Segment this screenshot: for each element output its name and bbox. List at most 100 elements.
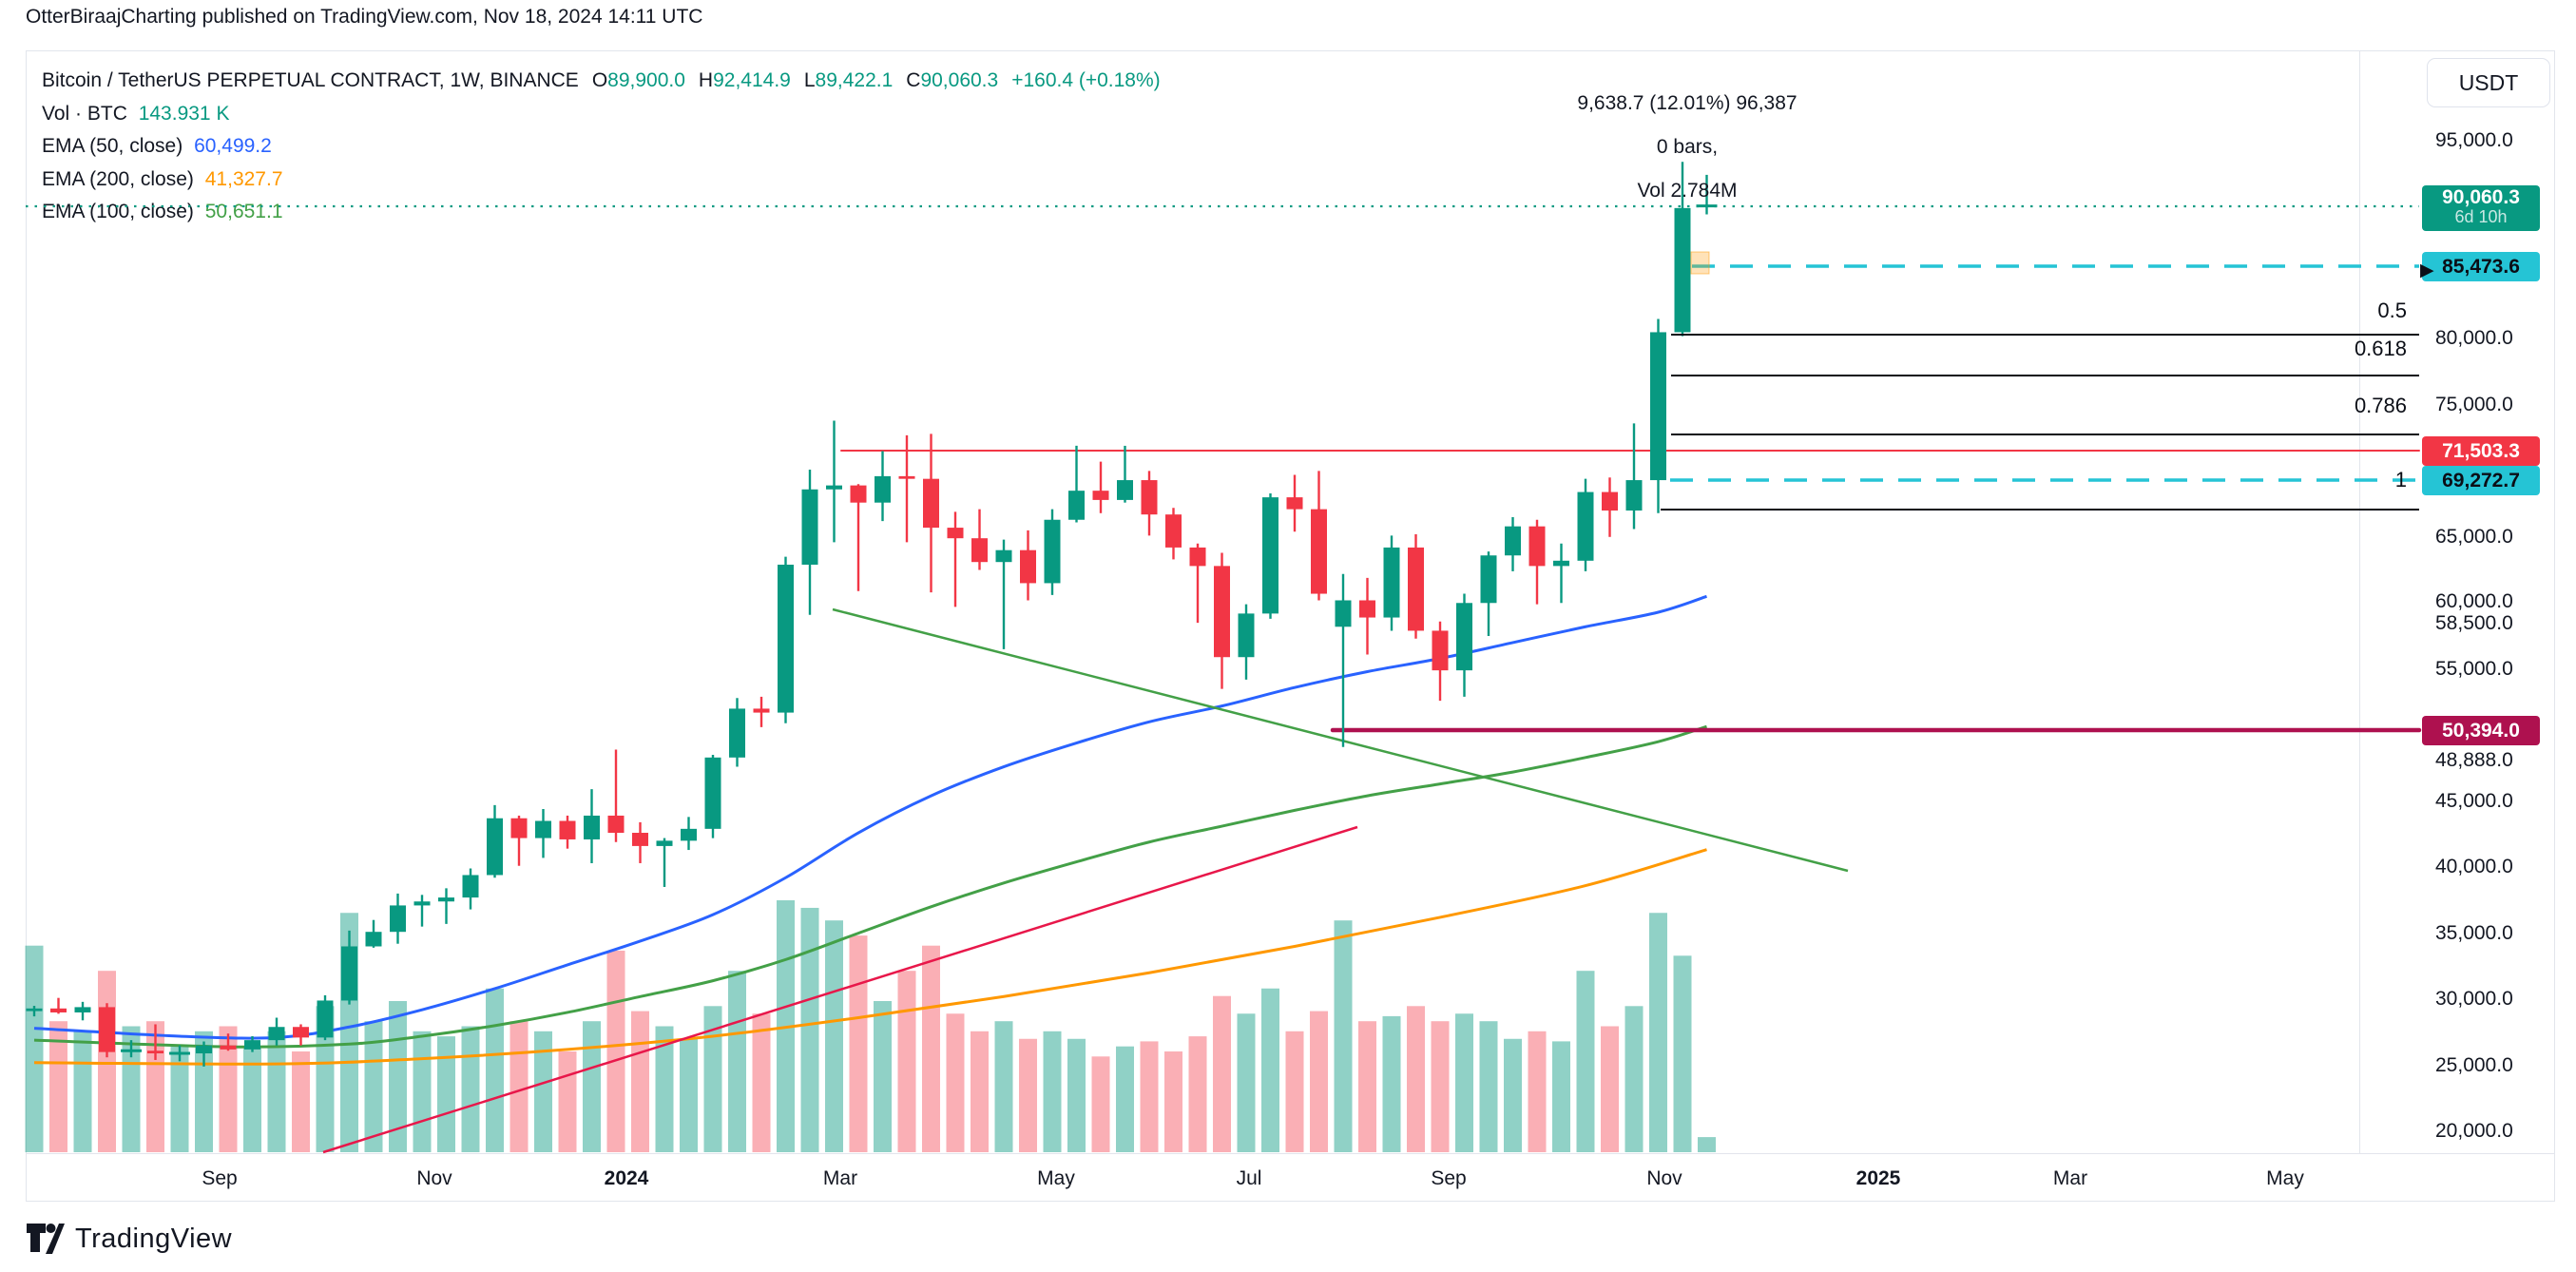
price-scale-label: 35,000.0	[2435, 922, 2513, 944]
measure-bars: 0 bars,	[1656, 136, 1719, 158]
low-value: 89,422.1	[815, 69, 894, 91]
volume-bar	[486, 988, 504, 1152]
ema50-line	[33, 594, 1707, 1040]
chart-frame	[26, 50, 2555, 1202]
volume-bar	[1213, 995, 1231, 1152]
volume-value: 143.931 K	[138, 102, 230, 125]
candle-body	[898, 475, 915, 479]
candle-body	[196, 1045, 212, 1054]
candle-body	[1214, 566, 1230, 658]
price-scale-separator	[2359, 50, 2360, 1153]
volume-bar	[1285, 1031, 1304, 1152]
ema200-value: 41,327.7	[204, 167, 283, 190]
price-scale-label: 55,000.0	[2435, 658, 2513, 680]
candle-body	[778, 564, 794, 713]
candle-body	[1505, 526, 1521, 556]
volume-bar	[800, 907, 819, 1152]
candle-body	[826, 485, 842, 490]
tradingview-logo[interactable]: TradingView	[26, 1222, 232, 1256]
fib-ratio-label-0.618: 0.618	[2354, 337, 2407, 360]
volume-bar	[122, 1026, 141, 1152]
time-axis-label-Mar: Mar	[822, 1167, 858, 1189]
candle-body	[632, 833, 648, 846]
candle-body	[462, 875, 479, 898]
ema50-label: EMA (50, close)	[42, 135, 183, 157]
trendline-descending-green	[832, 607, 1849, 873]
candle-body	[268, 1027, 285, 1041]
price-badge-50394.0: 50,394.0	[2422, 715, 2540, 745]
candle-body	[365, 932, 382, 947]
volume-bar	[73, 1031, 92, 1152]
measure-annotation: 9,638.7 (12.01%) 96,387 0 bars, Vol 2.78…	[1545, 82, 1830, 213]
volume-bar	[1067, 1038, 1086, 1152]
volume-bar	[655, 1026, 674, 1152]
measure-price-range: 9,638.7 (12.01%) 96,387	[1577, 92, 1797, 114]
change-value: +160.4 (+0.18%)	[1011, 69, 1161, 91]
volume-bar	[1504, 1038, 1522, 1152]
candle-body	[390, 905, 406, 933]
currency-toggle-button[interactable]: USDT	[2427, 58, 2550, 107]
volume-bar	[25, 945, 44, 1152]
volume-label: Vol · BTC	[42, 102, 127, 125]
volume-bar	[1673, 955, 1692, 1152]
candle-body	[317, 1000, 334, 1038]
candle-body	[681, 828, 697, 841]
time-axis-label-May: May	[1037, 1167, 1075, 1189]
candle-body	[1335, 600, 1352, 627]
candle-body	[1092, 491, 1109, 500]
ema200-row[interactable]: EMA (200, close) 41,327.7	[42, 164, 1161, 197]
candle-body	[656, 840, 673, 846]
volume-bar	[292, 1051, 310, 1152]
volume-bar	[413, 1031, 432, 1152]
candle-body	[850, 485, 867, 503]
bar-countdown: 6d 10h	[2454, 207, 2508, 226]
candle-body	[729, 708, 745, 758]
volume-bar	[1091, 1056, 1110, 1152]
ema50-row[interactable]: EMA (50, close) 60,499.2	[42, 130, 1161, 164]
volume-bar	[1382, 1015, 1401, 1152]
candle-body	[1165, 514, 1182, 548]
candle-body	[220, 1045, 237, 1050]
price-scale-label: 48,888.0	[2435, 749, 2513, 771]
volume-bar	[1649, 913, 1667, 1152]
order-marker	[1690, 251, 1710, 275]
volume-bar	[728, 971, 746, 1152]
volume-bar	[1431, 1021, 1450, 1152]
volume-bar	[946, 1013, 965, 1152]
time-axis-label-Nov: Nov	[416, 1167, 452, 1189]
volume-bar	[1601, 1026, 1619, 1152]
time-axis-label-Sep: Sep	[1431, 1167, 1467, 1189]
published-header: OtterBiraajCharting published on Trading…	[26, 6, 703, 28]
volume-bar	[170, 1046, 189, 1152]
volume-bar	[146, 1021, 164, 1152]
candle-body	[607, 815, 625, 834]
ema200-line	[33, 848, 1707, 1066]
ema50-value: 60,499.2	[194, 135, 272, 157]
volume-bar	[922, 945, 940, 1152]
volume-row[interactable]: Vol · BTC 143.931 K	[42, 98, 1161, 131]
volume-bar	[195, 1031, 213, 1152]
candle-body	[995, 549, 1012, 563]
price-scale-label: 75,000.0	[2435, 394, 2513, 415]
volume-bar	[534, 1031, 552, 1152]
candle-body	[1262, 497, 1278, 614]
time-axis-label-2024: 2024	[604, 1167, 649, 1189]
symbol-title-row[interactable]: Bitcoin / TetherUS PERPETUAL CONTRACT, 1…	[42, 69, 1161, 91]
price-badge-90060.3: 90,060.3 6d 10h	[2422, 185, 2540, 231]
volume-bar	[1043, 1031, 1062, 1152]
volume-bar	[219, 1026, 238, 1152]
candle-body	[510, 818, 528, 838]
volume-bar	[1358, 1021, 1376, 1152]
time-axis-label-Jul: Jul	[1236, 1167, 1262, 1189]
price-scale-label: 95,000.0	[2435, 129, 2513, 151]
volume-bar	[849, 935, 868, 1152]
price-scale-label: 65,000.0	[2435, 526, 2513, 548]
price-scale-label: 40,000.0	[2435, 856, 2513, 877]
candle-body	[584, 815, 600, 839]
price-scale-label: 30,000.0	[2435, 988, 2513, 1010]
time-axis-label-Sep: Sep	[202, 1167, 238, 1189]
volume-bar	[1576, 971, 1595, 1152]
candle-body	[1117, 480, 1133, 500]
